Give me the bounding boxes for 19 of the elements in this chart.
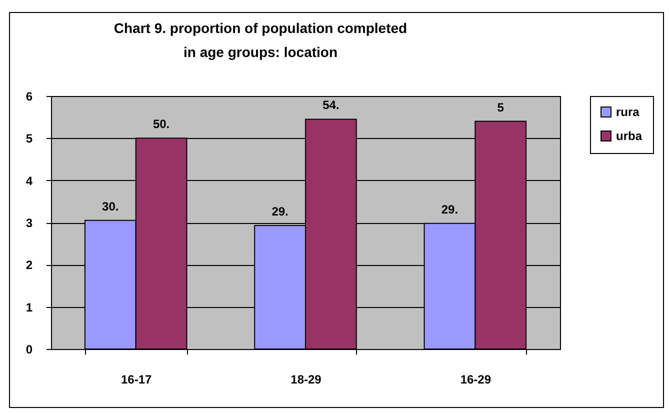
- y-tick-label: 3: [26, 216, 33, 230]
- chart-title: Chart 9. proportion of population completed in age groups: location: [114, 20, 408, 60]
- y-tick-label: 0: [26, 342, 33, 356]
- annotation: 29.: [441, 202, 458, 216]
- annotation: 30.: [102, 199, 119, 214]
- y-tick-label: 1: [26, 300, 33, 314]
- y-tick-label: 6: [26, 90, 33, 104]
- legend-label: rura: [616, 105, 640, 119]
- y-tick-label: 5: [26, 132, 33, 146]
- y-tick-label: 4: [26, 174, 33, 188]
- legend-label: urba: [616, 129, 642, 143]
- annotation: 5: [497, 100, 504, 114]
- x-tick-label: 16-17: [120, 372, 152, 386]
- annotation: 54.: [322, 98, 340, 112]
- y-tick-label: 2: [26, 258, 33, 272]
- x-tick-label: 16-29: [460, 372, 492, 386]
- annotation: 29.: [272, 204, 288, 218]
- x-tick-label: 18-29: [290, 372, 322, 386]
- annotation: 50.: [152, 117, 170, 132]
